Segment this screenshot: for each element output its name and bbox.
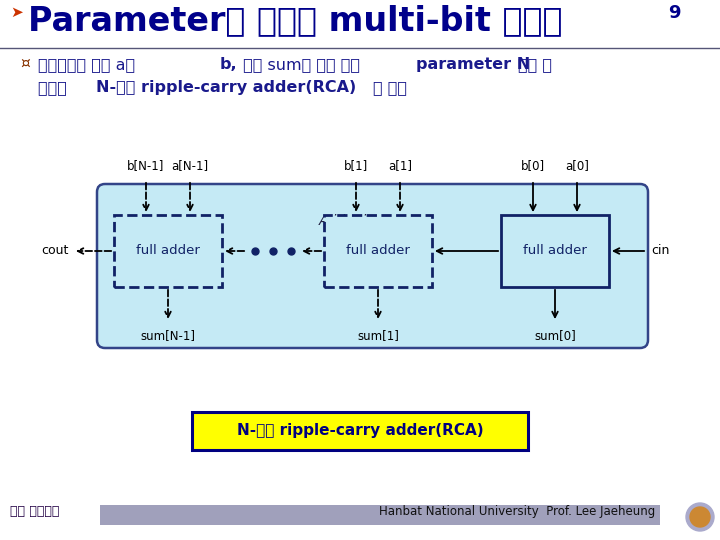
- Text: b[1]: b[1]: [344, 159, 368, 172]
- FancyBboxPatch shape: [501, 215, 609, 287]
- Text: sum[1]: sum[1]: [357, 329, 399, 342]
- Text: Add_Nb: Add_Nb: [319, 214, 372, 228]
- Text: parameter N: parameter N: [416, 57, 530, 72]
- Text: b,: b,: [220, 57, 238, 72]
- Text: ¤: ¤: [20, 56, 30, 71]
- Text: 접력 회로설계: 접력 회로설계: [10, 505, 59, 518]
- FancyBboxPatch shape: [114, 215, 222, 287]
- Text: full adder: full adder: [136, 245, 200, 258]
- Text: 9: 9: [668, 4, 680, 22]
- Text: a[0]: a[0]: [565, 159, 589, 172]
- Text: a[N-1]: a[N-1]: [171, 159, 209, 172]
- Text: 를 설계: 를 설계: [373, 80, 407, 95]
- Text: 출력 sum의 비트 수를: 출력 sum의 비트 수를: [238, 57, 365, 72]
- Text: b[0]: b[0]: [521, 159, 545, 172]
- Circle shape: [690, 507, 710, 527]
- FancyBboxPatch shape: [324, 215, 432, 287]
- Text: sum[N-1]: sum[N-1]: [140, 329, 196, 342]
- FancyBboxPatch shape: [192, 412, 528, 450]
- Text: full adder: full adder: [346, 245, 410, 258]
- Text: Parameter를 이용한 multi-bit 가산기: Parameter를 이용한 multi-bit 가산기: [28, 4, 562, 37]
- Text: 전가산기의 입력 a와: 전가산기의 입력 a와: [38, 57, 140, 72]
- Bar: [100, 505, 660, 525]
- Text: N-비트 ripple-carry adder(RCA): N-비트 ripple-carry adder(RCA): [96, 80, 356, 95]
- Text: a[1]: a[1]: [388, 159, 412, 172]
- Text: sum[0]: sum[0]: [534, 329, 576, 342]
- Text: b[N-1]: b[N-1]: [127, 159, 165, 172]
- Text: 언하여: 언하여: [38, 80, 72, 95]
- FancyBboxPatch shape: [97, 184, 648, 348]
- Text: N-비트 ripple-carry adder(RCA): N-비트 ripple-carry adder(RCA): [237, 423, 483, 438]
- Text: 으로 선: 으로 선: [518, 57, 552, 72]
- Text: Hanbat National University  Prof. Lee Jaeheung: Hanbat National University Prof. Lee Jae…: [379, 505, 655, 518]
- Text: full adder: full adder: [523, 245, 587, 258]
- Circle shape: [686, 503, 714, 531]
- Text: ➤: ➤: [10, 5, 23, 20]
- Text: cin: cin: [651, 245, 670, 258]
- Text: cout: cout: [42, 245, 69, 258]
